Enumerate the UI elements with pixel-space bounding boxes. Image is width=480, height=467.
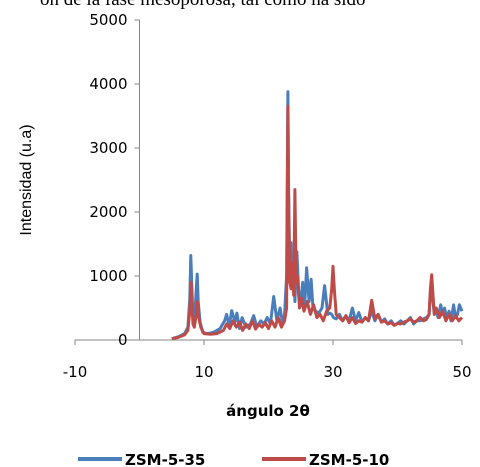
y-tick-label: 4000 (89, 75, 127, 93)
tick-labels: 0 1000 2000 3000 4000 5000 -10 10 30 50 (63, 11, 472, 381)
x-axis-title: ángulo 2θ (226, 402, 310, 420)
legend: ZSM-5-35 ZSM-5-10 (78, 451, 389, 467)
axis-layer (74, 19, 463, 345)
series-line-1 (171, 90, 464, 341)
y-tick-label: 2000 (89, 203, 127, 221)
y-tick-label: 0 (118, 331, 128, 349)
x-tick-label: 30 (323, 363, 342, 381)
y-axis-title: Intensidad (u.a) (18, 124, 35, 235)
y-tick-label: 3000 (89, 139, 127, 157)
document-text-fragment: ón de la fase mesoporosa, tal como ha si… (40, 0, 480, 11)
legend-label-1: ZSM-5-35 (125, 451, 205, 467)
x-tick-label: 50 (452, 363, 471, 381)
legend-label-2: ZSM-5-10 (309, 451, 389, 467)
y-tick-label: 5000 (89, 11, 127, 29)
series-line-2 (171, 104, 464, 341)
y-tick-label: 1000 (89, 267, 127, 285)
x-tick-label: -10 (63, 363, 88, 381)
x-tick-label: 10 (194, 363, 213, 381)
series-layer (171, 90, 464, 341)
